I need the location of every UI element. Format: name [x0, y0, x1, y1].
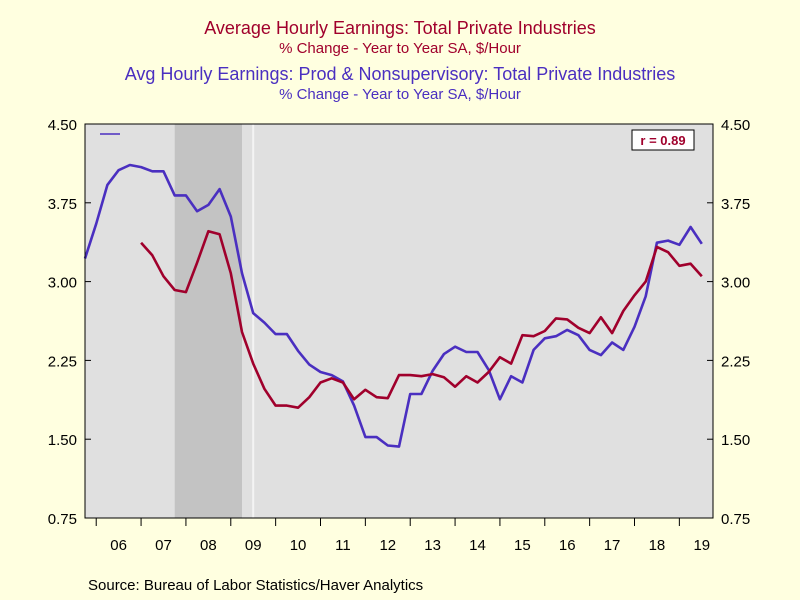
y-tick-label-right: 4.50	[721, 117, 750, 134]
x-tick-label: 12	[379, 537, 396, 554]
plot-border	[84, 123, 714, 519]
y-tick-label-left: 4.50	[48, 117, 77, 134]
x-tick-label: 15	[514, 537, 531, 554]
x-tick-label: 10	[290, 537, 307, 554]
x-tick-label: 11	[335, 537, 351, 554]
correlation-label: r = 0.89	[640, 133, 685, 148]
series2-title: Avg Hourly Earnings: Prod & Nonsuperviso…	[124, 64, 676, 84]
series-prod-nonsupervisory-line	[83, 163, 703, 448]
x-tick-label: 07	[155, 537, 172, 554]
x-tick-label: 18	[649, 537, 666, 554]
x-tick-label: 13	[424, 537, 441, 554]
series1-title: Average Hourly Earnings: Total Private I…	[204, 18, 596, 38]
x-tick-label: 06	[110, 537, 127, 554]
y-tick-label-left: 3.75	[48, 196, 77, 213]
y-tick-label-left: 2.25	[48, 353, 77, 370]
series1-subtitle: % Change - Year to Year SA, $/Hour	[279, 40, 521, 57]
y-tick-label-right: 3.75	[721, 196, 750, 213]
series-avg-hourly-earnings-line	[140, 229, 703, 409]
y-tick-label-right: 0.75	[721, 511, 750, 528]
y-tick-label-left: 1.50	[48, 432, 77, 449]
y-tick-label-left: 0.75	[48, 511, 77, 528]
x-tick-label: 19	[693, 537, 710, 554]
y-tick-label-left: 3.00	[48, 275, 77, 292]
x-tick-label: 08	[200, 537, 217, 554]
y-tick-label-right: 1.50	[721, 432, 750, 449]
recession-shade	[174, 124, 242, 518]
correlation-box	[631, 129, 695, 151]
source-note: Source: Bureau of Labor Statistics/Haver…	[88, 577, 424, 594]
x-tick-label: 16	[559, 537, 576, 554]
y-tick-label-right: 3.00	[721, 275, 750, 292]
line-chart: 0.75 0.75 1.50 1.50 2.25 2.25 3.00 3.00 3.75 3.75…	[48, 117, 750, 554]
x-tick-label: 17	[604, 537, 621, 554]
series2-subtitle: % Change - Year to Year SA, $/Hour	[279, 86, 521, 103]
y-tick-label-right: 2.25	[721, 353, 750, 370]
x-tick-label: 14	[469, 537, 486, 554]
x-tick-label: 09	[245, 537, 262, 554]
